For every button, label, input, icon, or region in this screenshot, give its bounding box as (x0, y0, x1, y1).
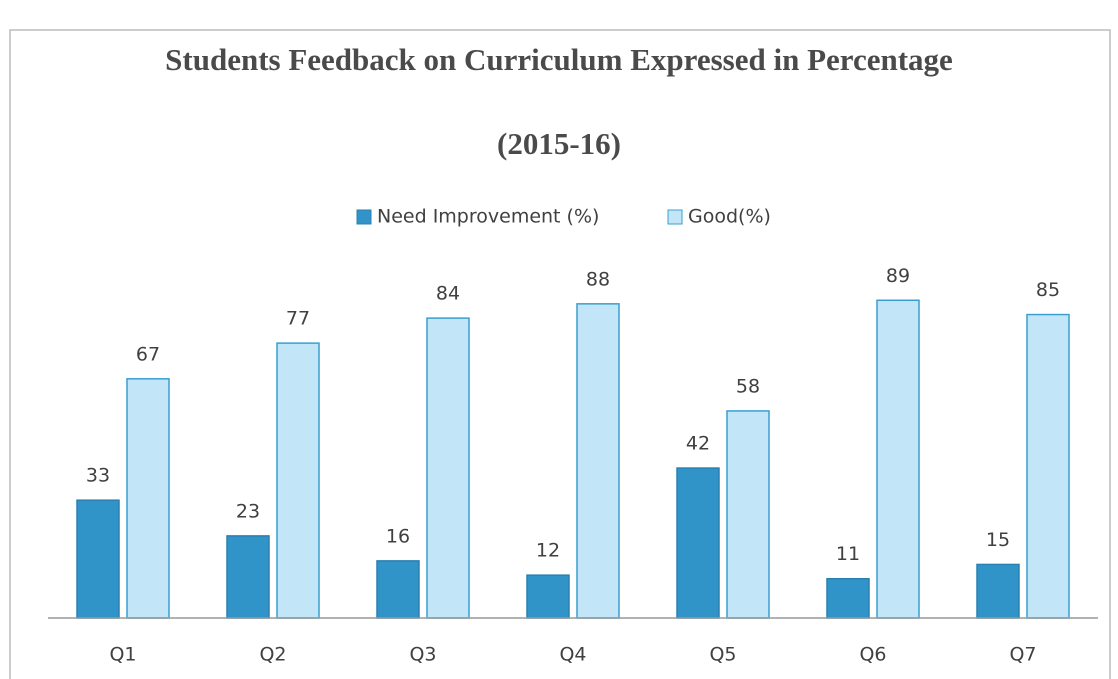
legend-label: Good(%) (688, 206, 771, 228)
data-label: 42 (686, 433, 710, 455)
data-label: 85 (1036, 279, 1060, 301)
bar (126, 378, 170, 619)
x-tick-label: Q6 (859, 644, 886, 666)
bar (676, 467, 720, 619)
bar (576, 303, 620, 619)
data-label: 84 (436, 283, 460, 305)
data-label: 12 (536, 540, 560, 562)
bar (376, 560, 420, 619)
x-tick-label: Q1 (109, 644, 136, 666)
x-tick-label: Q7 (1009, 644, 1036, 666)
chart-title: Students Feedback on Curriculum Expresse… (165, 42, 953, 77)
data-label: 67 (136, 343, 160, 365)
data-label: 89 (886, 265, 910, 287)
bar (876, 299, 920, 619)
data-label: 16 (386, 525, 410, 547)
data-label: 11 (836, 543, 860, 565)
chart-subtitle: (2015-16) (497, 126, 621, 161)
x-tick-label: Q3 (409, 644, 436, 666)
bar (1026, 313, 1070, 619)
bar (526, 574, 570, 619)
data-label: 77 (286, 308, 310, 330)
x-tick-label: Q4 (559, 644, 586, 666)
bar (976, 563, 1020, 619)
data-label: 58 (736, 375, 760, 397)
chart-frame (9, 29, 1111, 679)
legend-swatch (356, 209, 372, 225)
data-label: 33 (86, 465, 110, 487)
bar (826, 577, 870, 619)
data-label: 23 (236, 500, 260, 522)
bar (76, 499, 120, 619)
data-label: 15 (986, 529, 1010, 551)
bar (276, 342, 320, 619)
data-label: 88 (586, 268, 610, 290)
x-tick-label: Q5 (709, 644, 736, 666)
legend-swatch (667, 209, 683, 225)
bar (226, 535, 270, 619)
legend-label: Need Improvement (%) (377, 206, 599, 228)
bar (426, 317, 470, 619)
x-tick-label: Q2 (259, 644, 286, 666)
bar (726, 410, 770, 619)
